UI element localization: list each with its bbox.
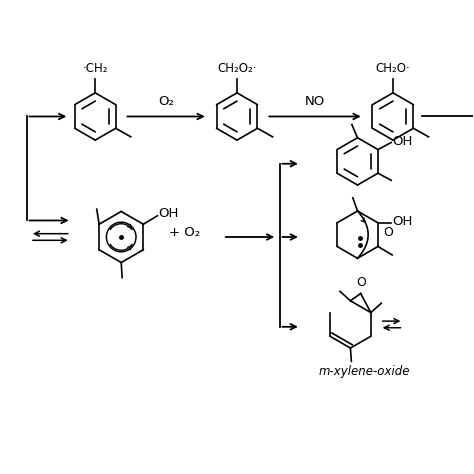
Text: CH₂O·: CH₂O· [375,62,410,75]
Text: OH: OH [392,215,413,228]
Text: NO: NO [305,95,325,108]
Text: O: O [383,226,393,239]
Text: O: O [356,276,366,289]
Text: ·CH₂: ·CH₂ [82,62,108,75]
Text: OH: OH [392,135,413,147]
Text: OH: OH [158,207,179,220]
Text: CH₂O₂·: CH₂O₂· [217,62,257,75]
Text: + O₂: + O₂ [169,226,201,239]
Text: m-xylene-oxide: m-xylene-oxide [319,365,410,378]
Text: O₂: O₂ [158,95,174,108]
